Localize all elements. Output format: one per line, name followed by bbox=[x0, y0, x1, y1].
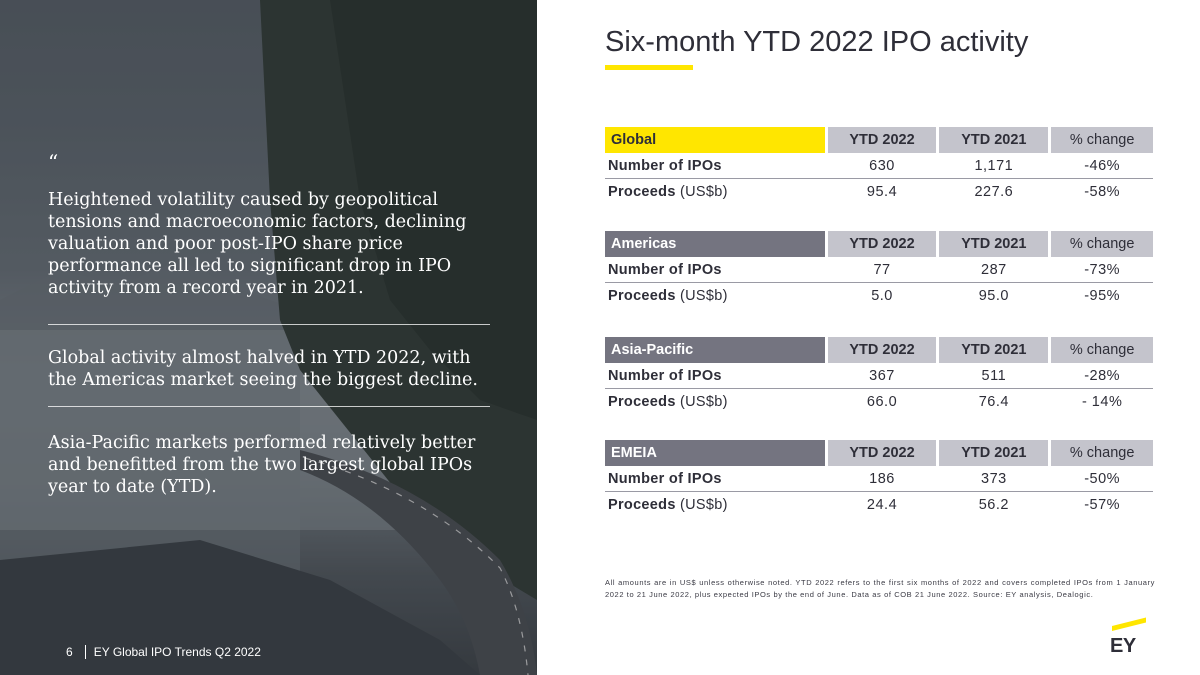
cell-value: 1,171 bbox=[939, 153, 1049, 179]
table-row: Proceeds (US$b) 5.0 95.0 -95% bbox=[605, 283, 1153, 309]
logo-beam bbox=[1112, 617, 1146, 631]
divider bbox=[48, 324, 490, 325]
column-header: % change bbox=[1051, 440, 1153, 466]
column-header: YTD 2021 bbox=[939, 127, 1049, 153]
summary-paragraph: Global activity almost halved in YTD 202… bbox=[48, 348, 478, 391]
cell-value: 287 bbox=[939, 257, 1049, 283]
cell-value: -28% bbox=[1051, 363, 1153, 389]
divider bbox=[48, 406, 490, 407]
cell-value: 76.4 bbox=[978, 394, 1009, 410]
row-label: Proceeds (US$b) bbox=[608, 184, 728, 200]
summary-paragraph: Asia-Pacific markets performed relativel… bbox=[48, 433, 476, 498]
cell-value: 367 bbox=[827, 363, 937, 389]
region-header: EMEIA bbox=[605, 440, 825, 466]
column-header: % change bbox=[1051, 127, 1153, 153]
cell-value: 227.6 bbox=[974, 184, 1014, 200]
region-header: Global bbox=[605, 127, 825, 153]
image-overlay bbox=[0, 0, 537, 675]
cell-value: 66.0 bbox=[866, 394, 898, 410]
cell-value: 95.4 bbox=[866, 184, 898, 200]
row-label: Number of IPOs bbox=[605, 466, 825, 492]
emeia-table: EMEIA YTD 2022 YTD 2021 % change Number … bbox=[605, 440, 1153, 518]
column-header: YTD 2022 bbox=[827, 231, 937, 257]
column-header: YTD 2021 bbox=[939, 337, 1049, 363]
quote-mark: “ bbox=[48, 150, 59, 174]
document-title: EY Global IPO Trends Q2 2022 bbox=[93, 645, 261, 659]
quote-paragraph: Heightened volatility caused by geopolit… bbox=[48, 190, 467, 299]
column-header: % change bbox=[1051, 231, 1153, 257]
column-header: YTD 2022 bbox=[827, 337, 937, 363]
cell-value: -46% bbox=[1051, 153, 1153, 179]
table-row: Number of IPOs 630 1,171 -46% bbox=[605, 153, 1153, 179]
row-label: Number of IPOs bbox=[605, 363, 825, 389]
mountain-road-image bbox=[0, 0, 537, 675]
table-row: Number of IPOs 367 511 -28% bbox=[605, 363, 1153, 389]
page-title: Six-month YTD 2022 IPO activity bbox=[605, 26, 1029, 58]
column-header: YTD 2021 bbox=[939, 440, 1049, 466]
title-underline bbox=[605, 65, 693, 70]
row-label: Proceeds (US$b) bbox=[608, 497, 728, 513]
table-row: Proceeds (US$b) 95.4 227.6 -58% bbox=[605, 179, 1153, 205]
cell-value: 373 bbox=[939, 466, 1049, 492]
row-label: Proceeds (US$b) bbox=[608, 288, 728, 304]
logo-text: EY bbox=[1110, 635, 1136, 657]
footer-separator bbox=[84, 645, 86, 659]
table-row: Proceeds (US$b) 24.4 56.2 -57% bbox=[605, 492, 1153, 518]
cell-value: 630 bbox=[827, 153, 937, 179]
cell-value: -50% bbox=[1051, 466, 1153, 492]
column-header: YTD 2022 bbox=[827, 440, 937, 466]
table-header-row: Asia-Pacific YTD 2022 YTD 2021 % change bbox=[605, 337, 1153, 363]
cell-value: -95% bbox=[1084, 288, 1121, 304]
cell-value: - 14% bbox=[1081, 394, 1123, 410]
americas-table: Americas YTD 2022 YTD 2021 % change Numb… bbox=[605, 231, 1153, 309]
table-header-row: EMEIA YTD 2022 YTD 2021 % change bbox=[605, 440, 1153, 466]
cell-value: 95.0 bbox=[978, 288, 1009, 304]
row-label: Number of IPOs bbox=[605, 257, 825, 283]
region-header: Asia-Pacific bbox=[605, 337, 825, 363]
cell-value: 24.4 bbox=[866, 497, 898, 513]
table-row: Number of IPOs 186 373 -50% bbox=[605, 466, 1153, 492]
cell-value: 5.0 bbox=[871, 288, 893, 304]
row-label: Proceeds (US$b) bbox=[608, 394, 728, 410]
footnote: All amounts are in US$ unless otherwise … bbox=[605, 578, 1155, 599]
global-table: Global YTD 2022 YTD 2021 % change Number… bbox=[605, 127, 1153, 205]
asia-pacific-table: Asia-Pacific YTD 2022 YTD 2021 % change … bbox=[605, 337, 1153, 415]
region-header: Americas bbox=[605, 231, 825, 257]
column-header: YTD 2021 bbox=[939, 231, 1049, 257]
page-footer: 6 EY Global IPO Trends Q2 2022 bbox=[66, 645, 261, 659]
table-row: Number of IPOs 77 287 -73% bbox=[605, 257, 1153, 283]
row-label: Number of IPOs bbox=[605, 153, 825, 179]
column-header: YTD 2022 bbox=[827, 127, 937, 153]
page-number: 6 bbox=[66, 645, 73, 659]
cell-value: -57% bbox=[1084, 497, 1121, 513]
cell-value: 511 bbox=[939, 363, 1049, 389]
hero-image-panel: “ Heightened volatility caused by geopol… bbox=[0, 0, 537, 675]
table-row: Proceeds (US$b) 66.0 76.4 - 14% bbox=[605, 389, 1153, 415]
column-header: % change bbox=[1051, 337, 1153, 363]
cell-value: -58% bbox=[1084, 184, 1121, 200]
cell-value: -73% bbox=[1051, 257, 1153, 283]
ey-logo: EY bbox=[1106, 617, 1154, 662]
cell-value: 56.2 bbox=[978, 497, 1009, 513]
table-header-row: Americas YTD 2022 YTD 2021 % change bbox=[605, 231, 1153, 257]
cell-value: 186 bbox=[827, 466, 937, 492]
table-header-row: Global YTD 2022 YTD 2021 % change bbox=[605, 127, 1153, 153]
cell-value: 77 bbox=[827, 257, 937, 283]
